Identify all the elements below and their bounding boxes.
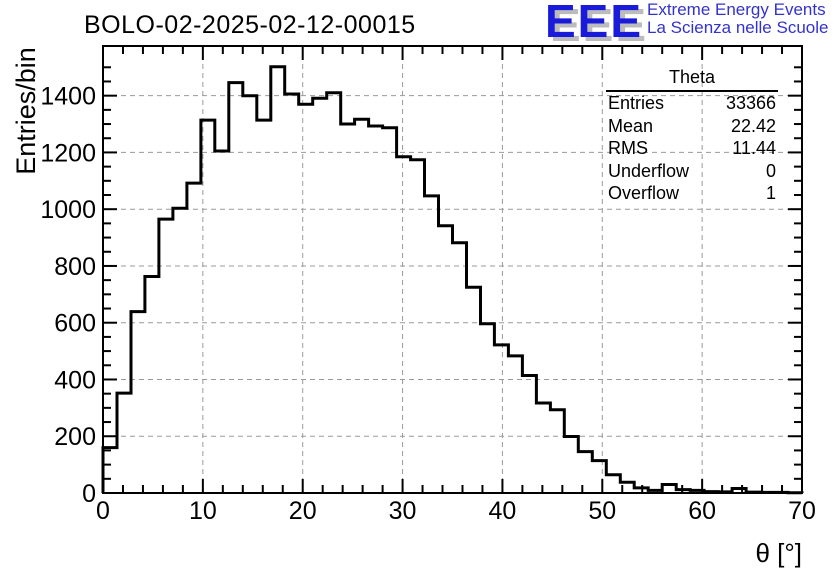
stats-title: Theta <box>606 66 778 92</box>
y-tick-label: 200 <box>54 423 96 451</box>
y-tick-label: 800 <box>54 253 96 281</box>
stats-row-rms: RMS 11.44 <box>606 137 778 160</box>
stats-value: 0 <box>765 160 776 181</box>
y-tick-label: 1000 <box>40 196 96 224</box>
stats-row-mean: Mean 22.42 <box>606 115 778 138</box>
stats-box: Theta Entries 33366 Mean 22.42 RMS 11.44… <box>606 66 778 205</box>
eee-logo-line1: Extreme Energy Events <box>647 0 826 19</box>
y-tick-label: 1400 <box>40 83 96 111</box>
stats-label: Mean <box>608 115 654 136</box>
stats-label: Overflow <box>608 183 680 203</box>
y-tick-label: 400 <box>54 367 96 395</box>
y-tick-label: 600 <box>54 310 96 338</box>
stats-row-underflow: Underflow 0 <box>606 160 778 183</box>
x-tick-label: 40 <box>489 497 517 525</box>
x-tick-label: 0 <box>96 497 110 525</box>
x-tick-label: 60 <box>688 497 716 525</box>
y-tick-label: 1200 <box>40 139 96 167</box>
stats-value: 33366 <box>725 93 776 113</box>
stats-value: 22.42 <box>730 115 776 136</box>
page-title: BOLO-02-2025-02-12-00015 <box>84 11 416 39</box>
eee-logo-acronym: EEE <box>545 0 644 47</box>
stats-value: 1 <box>765 183 776 203</box>
stats-label: Entries <box>608 93 665 113</box>
histogram-line <box>101 65 804 495</box>
y-tick-label: 0 <box>82 480 96 508</box>
stats-value: 11.44 <box>732 138 776 158</box>
stats-row-entries: Entries 33366 <box>606 92 778 115</box>
y-axis-title: Entries/bin <box>11 47 41 175</box>
eee-logo-subtitle: Extreme Energy Events La Scienza nelle S… <box>647 1 828 37</box>
x-tick-label: 10 <box>189 497 217 525</box>
x-tick-label: 70 <box>788 497 816 525</box>
x-tick-label: 30 <box>389 497 417 525</box>
plot-frame <box>102 45 803 494</box>
x-tick-label: 50 <box>588 497 616 525</box>
stats-label: RMS <box>608 138 648 158</box>
x-tick-label: 20 <box>289 497 317 525</box>
stats-row-overflow: Overflow 1 <box>606 182 778 205</box>
x-axis-title: θ [°] <box>755 538 802 568</box>
stats-label: Underflow <box>608 160 690 181</box>
eee-logo-line2: La Scienza nelle Scuole <box>647 18 829 37</box>
